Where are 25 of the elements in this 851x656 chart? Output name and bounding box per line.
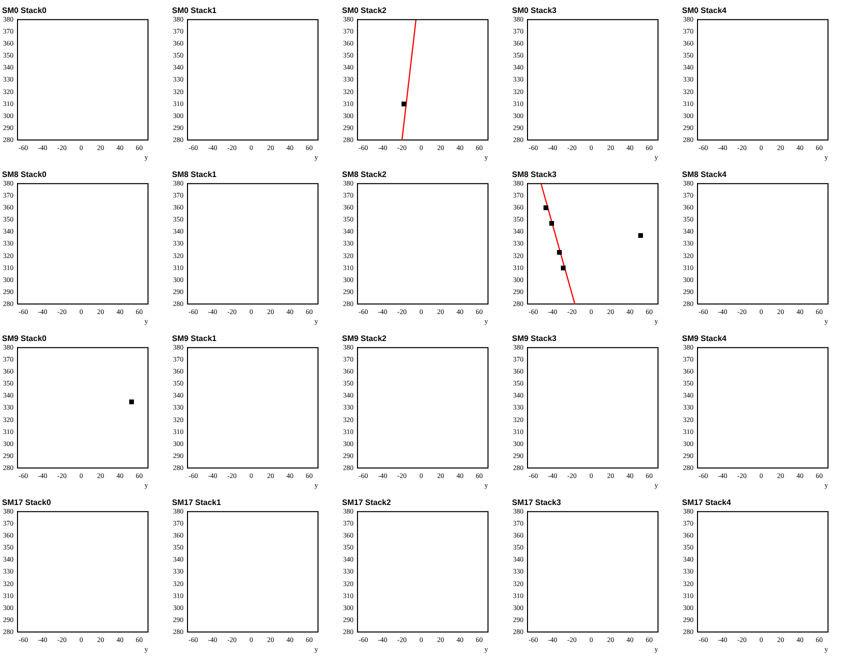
chart-title: SM17 Stack1 [172,498,222,508]
chart-title: SM0 Stack1 [172,6,218,16]
chart-title: SM17 Stack0 [2,498,52,508]
chart-title: SM0 Stack4 [682,6,728,16]
chart-title: SM0 Stack2 [342,6,388,16]
chart-title: SM8 Stack0 [2,170,48,180]
point [638,233,643,238]
chart-title: SM9 Stack4 [682,334,728,344]
point [544,205,548,210]
chart-title: SM0 Stack3 [512,6,558,16]
point [549,221,554,226]
chart-title: SM9 Stack3 [512,334,558,344]
chart-title: SM0 Stack0 [2,6,48,16]
chart-title: SM9 Stack0 [2,334,48,344]
chart-title: SM8 Stack4 [682,170,728,180]
chart-title: SM9 Stack1 [172,334,218,344]
chart-title: SM17 Stack2 [342,498,392,508]
chart-title: SM17 Stack3 [512,498,562,508]
chart-title: SM17 Stack4 [682,498,732,508]
point [557,250,562,255]
point [560,266,566,270]
chart-title: SM8 Stack3 [512,170,558,180]
chart-title: SM9 Stack2 [342,334,388,344]
chart-title: SM8 Stack1 [172,170,218,180]
chart-title: SM8 Stack2 [342,170,388,180]
